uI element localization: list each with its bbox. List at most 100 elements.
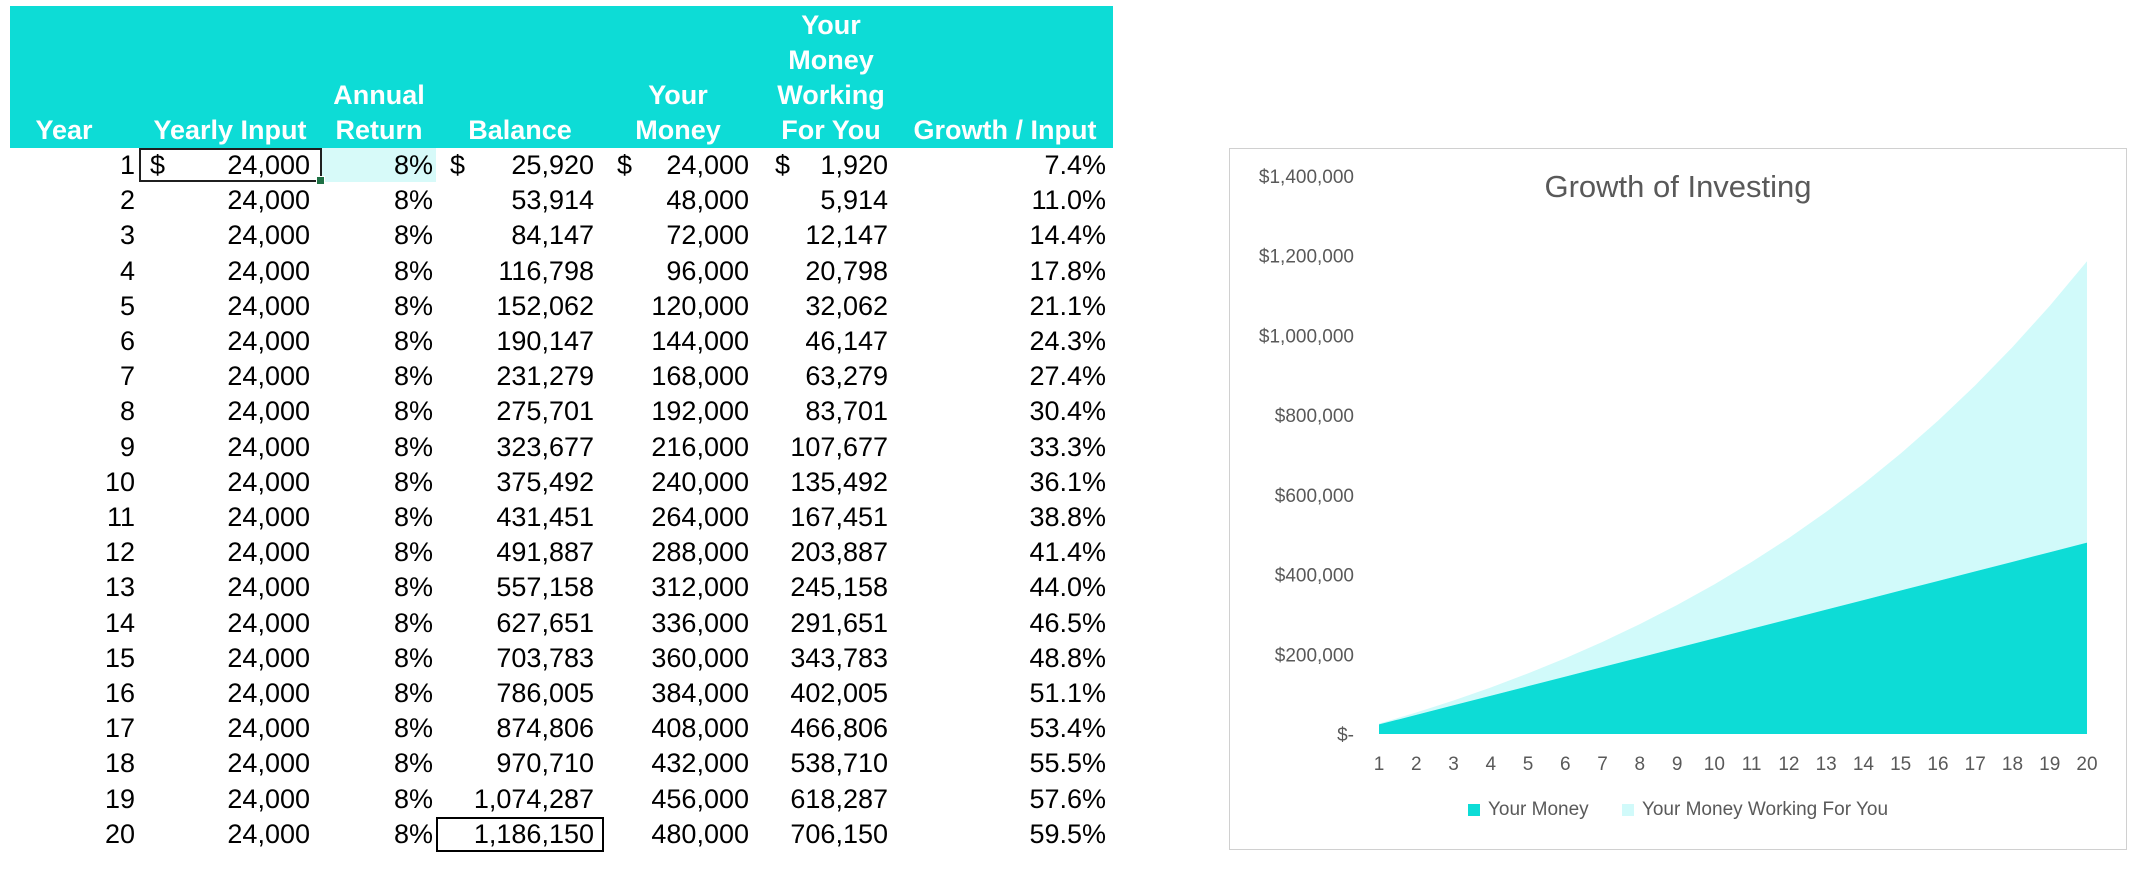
cell-yearly-input[interactable]: 24,000	[227, 326, 310, 356]
cell-annual-return[interactable]: 8%	[393, 361, 433, 392]
cell-year[interactable]: 11	[106, 502, 135, 532]
cell-yearly-input[interactable]: 24,000	[227, 502, 310, 532]
cell-working-for-you[interactable]: 402,005	[790, 678, 888, 708]
cell-working-for-you[interactable]: 63,279	[805, 361, 888, 392]
cell-your-money[interactable]: 264,000	[651, 502, 749, 532]
cell-growth-input[interactable]: 21.1%	[1029, 290, 1106, 321]
cell-yearly-input[interactable]: 24,000	[227, 185, 310, 216]
cell-annual-return[interactable]: 8%	[393, 396, 433, 427]
cell-growth-input[interactable]: 48.8%	[1029, 642, 1106, 673]
cell-yearly-input[interactable]: 24,000	[227, 678, 310, 708]
cell-your-money[interactable]: 480,000	[651, 818, 749, 849]
cell-your-money[interactable]: 192,000	[651, 396, 749, 427]
cell-balance[interactable]: 84,147	[511, 220, 594, 251]
cell-balance[interactable]: 491,887	[496, 537, 594, 568]
cell-balance[interactable]: 557,158	[496, 572, 594, 603]
cell-growth-input[interactable]: 55.5%	[1029, 748, 1106, 779]
cell-year[interactable]: 10	[104, 466, 135, 497]
cell-balance[interactable]: 190,147	[496, 326, 594, 356]
cell-your-money[interactable]: 360,000	[651, 642, 749, 673]
cell-yearly-input[interactable]: 24,000	[227, 396, 310, 427]
cell-yearly-input[interactable]: 24,000	[227, 431, 310, 462]
cell-growth-input[interactable]: 11.0%	[1031, 185, 1106, 216]
area-series-your-money[interactable]	[1379, 542, 2087, 734]
cell-year[interactable]: 17	[104, 713, 135, 744]
cell-growth-input[interactable]: 59.5%	[1029, 818, 1106, 849]
cell-year[interactable]: 4	[119, 255, 135, 286]
cell-growth-input[interactable]: 36.1%	[1029, 466, 1106, 497]
active-cell-cursor[interactable]	[139, 148, 325, 185]
cell-your-money[interactable]: 168,000	[651, 361, 749, 392]
cell-your-money[interactable]: 408,000	[651, 713, 749, 744]
cell-working-for-you[interactable]: 12,147	[805, 220, 888, 251]
cell-working-for-you[interactable]: 83,701	[805, 396, 888, 427]
cell-growth-input[interactable]: 41.4%	[1029, 537, 1106, 568]
cell-balance[interactable]: 786,005	[496, 678, 594, 708]
cell-growth-input[interactable]: 27.4%	[1029, 361, 1106, 392]
cell-working-for-you[interactable]: 20,798	[805, 255, 888, 286]
cell-balance[interactable]: 431,451	[496, 502, 594, 532]
cell-annual-return[interactable]: 8%	[393, 290, 433, 321]
cell-annual-return[interactable]: 8%	[393, 537, 433, 568]
cell-year[interactable]: 12	[104, 537, 135, 568]
cell-annual-return[interactable]: 8%	[393, 818, 433, 849]
cell-yearly-input[interactable]: 24,000	[227, 220, 310, 251]
cell-balance[interactable]: 874,806	[496, 713, 594, 744]
cell-year[interactable]: 3	[119, 220, 135, 251]
cell-working-for-you[interactable]: 291,651	[790, 607, 888, 638]
cell-balance[interactable]: 323,677	[496, 431, 594, 462]
cell-your-money[interactable]: 120,000	[651, 290, 749, 321]
cell-your-money[interactable]: 456,000	[651, 783, 749, 814]
cell-balance[interactable]: 970,710	[496, 748, 594, 779]
cell-balance[interactable]: 53,914	[511, 185, 594, 216]
cell-your-money[interactable]: 384,000	[651, 678, 749, 708]
cell-annual-return[interactable]: 8%	[393, 678, 433, 708]
cell-year[interactable]: 15	[104, 642, 135, 673]
cell-your-money[interactable]: 336,000	[651, 607, 749, 638]
cell-yearly-input[interactable]: 24,000	[227, 572, 310, 603]
cell-your-money[interactable]: 288,000	[651, 537, 749, 568]
cell-your-money[interactable]: 72,000	[666, 220, 749, 251]
cell-your-money[interactable]: 144,000	[651, 326, 749, 356]
cell-balance[interactable]: 703,783	[496, 642, 594, 673]
area-series-working-for-you[interactable]	[1379, 261, 2087, 725]
cell-yearly-input[interactable]: 24,000	[227, 607, 310, 638]
cell-yearly-input[interactable]: 24,000	[227, 748, 310, 779]
cell-annual-return[interactable]: 8%	[393, 185, 433, 216]
cell-year[interactable]: 8	[119, 396, 135, 427]
cell-working-for-you[interactable]: 167,451	[790, 502, 888, 532]
cell-annual-return[interactable]: 8%	[393, 642, 433, 673]
cell-balance[interactable]: 1,186,150	[473, 818, 594, 849]
cell-year[interactable]: 6	[119, 326, 135, 356]
cell-balance[interactable]: 275,701	[496, 396, 594, 427]
cell-your-money[interactable]: 312,000	[651, 572, 749, 603]
cell-working-for-you[interactable]: 618,287	[790, 783, 888, 814]
cell-year[interactable]: 7	[119, 361, 135, 392]
cell-annual-return[interactable]: 8%	[393, 326, 433, 356]
cell-year[interactable]: 14	[104, 607, 135, 638]
cell-growth-input[interactable]: 24.3%	[1029, 326, 1106, 356]
cell-yearly-input[interactable]: 24,000	[227, 818, 310, 849]
cell-working-for-you[interactable]: 245,158	[790, 572, 888, 603]
cell-working-for-you[interactable]: 5,914	[820, 185, 888, 216]
cell-your-money[interactable]: 432,000	[651, 748, 749, 779]
cell-annual-return[interactable]: 8%	[393, 220, 433, 251]
cell-balance[interactable]: 231,279	[496, 361, 594, 392]
cell-yearly-input[interactable]: 24,000	[227, 361, 310, 392]
cell-balance[interactable]: 152,062	[496, 290, 594, 321]
cell-working-for-you[interactable]: 32,062	[805, 290, 888, 321]
cell-year[interactable]: 20	[104, 818, 135, 849]
cell-annual-return[interactable]: 8%	[393, 255, 433, 286]
cell-growth-input[interactable]: 17.8%	[1029, 255, 1106, 286]
cell-year[interactable]: 5	[119, 290, 135, 321]
cell-yearly-input[interactable]: 24,000	[227, 713, 310, 744]
cell-annual-return[interactable]: 8%	[393, 466, 433, 497]
cell-growth-input[interactable]: 38.8%	[1029, 502, 1106, 532]
cell-working-for-you[interactable]: 538,710	[790, 748, 888, 779]
cell-growth-input[interactable]: 53.4%	[1029, 713, 1106, 744]
cell-growth-input[interactable]: 51.1%	[1029, 678, 1106, 708]
cell-growth-input[interactable]: 30.4%	[1029, 396, 1106, 427]
cell-yearly-input[interactable]: 24,000	[227, 255, 310, 286]
cell-yearly-input[interactable]: 24,000	[227, 642, 310, 673]
cell-yearly-input[interactable]: 24,000	[227, 290, 310, 321]
